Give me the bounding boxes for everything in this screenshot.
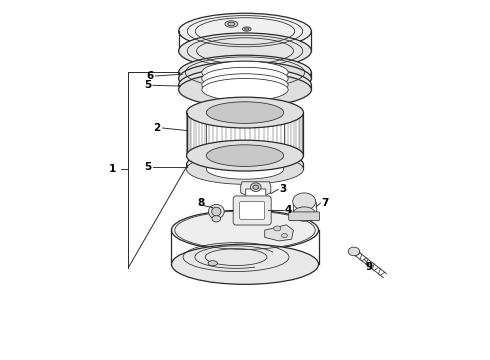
Text: 9: 9 xyxy=(365,262,372,272)
Ellipse shape xyxy=(208,204,224,219)
Text: 5: 5 xyxy=(144,162,151,172)
Ellipse shape xyxy=(202,78,288,101)
FancyBboxPatch shape xyxy=(289,212,319,221)
Ellipse shape xyxy=(206,145,284,166)
Text: 6: 6 xyxy=(147,71,153,81)
Text: 1: 1 xyxy=(109,164,116,174)
Ellipse shape xyxy=(202,61,288,84)
Text: 8: 8 xyxy=(197,198,205,208)
Ellipse shape xyxy=(282,233,287,238)
Ellipse shape xyxy=(202,67,288,90)
Ellipse shape xyxy=(245,28,249,30)
Ellipse shape xyxy=(348,247,360,256)
Ellipse shape xyxy=(172,210,318,250)
Ellipse shape xyxy=(187,97,303,128)
Ellipse shape xyxy=(202,74,288,96)
Ellipse shape xyxy=(243,27,251,31)
Polygon shape xyxy=(265,225,294,241)
Ellipse shape xyxy=(187,154,303,184)
Text: 7: 7 xyxy=(321,198,328,208)
Ellipse shape xyxy=(293,193,316,210)
FancyBboxPatch shape xyxy=(240,202,265,219)
Ellipse shape xyxy=(274,226,281,231)
Ellipse shape xyxy=(250,183,261,192)
Text: 5: 5 xyxy=(144,80,151,90)
Text: 2: 2 xyxy=(153,123,161,133)
FancyBboxPatch shape xyxy=(233,196,271,225)
Ellipse shape xyxy=(179,61,311,96)
Ellipse shape xyxy=(179,33,311,69)
Text: 3: 3 xyxy=(279,184,286,194)
Ellipse shape xyxy=(179,13,311,49)
Ellipse shape xyxy=(187,140,303,171)
Ellipse shape xyxy=(212,207,221,216)
Ellipse shape xyxy=(187,149,303,180)
Ellipse shape xyxy=(179,55,311,90)
Ellipse shape xyxy=(206,102,284,123)
Ellipse shape xyxy=(206,155,284,175)
Ellipse shape xyxy=(228,22,235,26)
Ellipse shape xyxy=(172,244,318,284)
Polygon shape xyxy=(241,182,271,195)
Ellipse shape xyxy=(293,207,316,221)
Text: 4: 4 xyxy=(285,205,292,215)
Ellipse shape xyxy=(208,261,218,266)
Ellipse shape xyxy=(225,21,238,27)
Ellipse shape xyxy=(179,72,311,107)
Ellipse shape xyxy=(179,68,311,102)
Ellipse shape xyxy=(253,185,259,189)
Ellipse shape xyxy=(206,159,284,179)
Ellipse shape xyxy=(212,216,220,222)
